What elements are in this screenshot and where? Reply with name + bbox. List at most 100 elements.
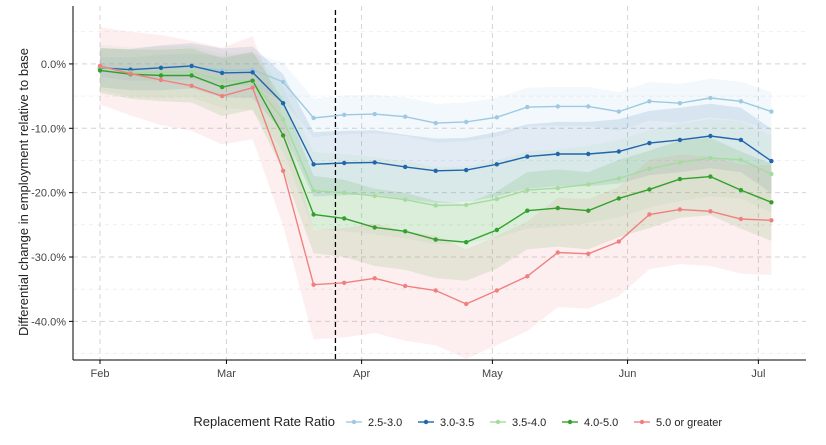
data-point [494, 162, 499, 167]
legend-swatch-point [639, 419, 645, 425]
data-point [372, 276, 377, 281]
data-point [189, 69, 194, 74]
y-tick-label: 0.0% [41, 59, 66, 71]
data-point [586, 104, 591, 109]
data-point [647, 166, 652, 171]
data-point [738, 216, 744, 222]
data-point [311, 115, 316, 121]
data-point [677, 207, 683, 212]
legend-swatch-point [351, 419, 357, 425]
data-point [219, 84, 225, 90]
data-point [311, 188, 316, 193]
data-point [769, 171, 774, 177]
y-tick-labels: 0.0% -10.0% -20.0% -30.0% -40.0% [31, 59, 66, 328]
data-point [647, 212, 652, 217]
data-point [586, 182, 591, 187]
y-tick-label: -10.0% [31, 123, 66, 135]
data-point [555, 205, 560, 211]
confidence-band [100, 43, 772, 203]
data-point [433, 168, 438, 173]
data-point [494, 115, 499, 120]
data-point [555, 185, 560, 191]
legend-label: 4.0-5.0 [584, 417, 618, 429]
data-point [280, 101, 286, 106]
confidence-band [100, 47, 772, 281]
data-point [311, 212, 316, 217]
legend-label: 3.0-3.5 [440, 417, 474, 429]
data-point [189, 83, 194, 89]
data-point [372, 111, 377, 117]
data-point [708, 174, 713, 179]
data-point [311, 162, 316, 167]
data-point [677, 137, 683, 143]
x-tick-label: Apr [353, 368, 370, 380]
x-tick-label: May [482, 368, 503, 380]
data-point [158, 73, 164, 78]
data-point [647, 99, 652, 104]
data-point [464, 240, 469, 245]
data-point [738, 137, 744, 143]
data-point [250, 85, 255, 90]
legend-title: Replacement Rate Ratio [193, 414, 335, 429]
series-points [97, 63, 774, 307]
legend-swatch-point [567, 419, 573, 425]
data-point [555, 151, 560, 157]
data-point [555, 250, 560, 255]
data-point [280, 117, 286, 122]
data-point [372, 160, 377, 165]
data-point [250, 78, 255, 83]
data-point [280, 79, 286, 85]
x-tick-label: Mar [217, 368, 236, 380]
data-point [342, 112, 347, 118]
y-tick-label: -40.0% [31, 316, 66, 328]
confidence-band [100, 27, 772, 359]
data-point [433, 203, 438, 208]
data-point [250, 70, 255, 75]
data-point [586, 151, 591, 157]
data-point [342, 280, 347, 285]
x-tick-label: Jul [751, 368, 765, 380]
data-point [616, 239, 621, 244]
data-point [158, 70, 164, 75]
data-point [769, 109, 774, 114]
data-point [738, 99, 744, 104]
data-point [464, 167, 469, 173]
data-point [403, 197, 408, 202]
legend-label: 2.5-3.0 [368, 417, 402, 429]
data-point [708, 155, 713, 161]
data-point [525, 208, 530, 213]
legend: Replacement Rate Ratio 2.5-3.0 3.0-3.5 3.5… [193, 414, 722, 429]
y-tick-label: -30.0% [31, 252, 66, 264]
data-point [555, 104, 560, 109]
data-point [708, 209, 713, 214]
data-point [494, 196, 499, 202]
data-point [219, 78, 225, 83]
data-point [769, 158, 774, 164]
data-point [647, 187, 652, 192]
y-tick-label: -20.0% [31, 188, 66, 200]
data-point [525, 187, 530, 193]
legend-label: 3.5-4.0 [512, 417, 546, 429]
data-point [494, 227, 499, 233]
data-point [708, 133, 713, 139]
data-point [677, 176, 683, 182]
data-point [433, 288, 438, 293]
data-point [616, 176, 621, 181]
y-axis-label: Differential change in employment relati… [16, 48, 31, 336]
axes [69, 6, 806, 364]
data-point [616, 109, 621, 114]
data-point [769, 218, 774, 223]
data-point [708, 95, 713, 101]
data-point [738, 157, 744, 162]
data-point [219, 70, 225, 76]
data-point [616, 149, 621, 154]
data-point [342, 216, 347, 221]
data-point [342, 190, 347, 195]
data-point [372, 193, 377, 199]
data-point [158, 77, 164, 83]
data-point [189, 63, 194, 69]
legend-swatch-point [423, 419, 429, 425]
data-point [189, 73, 194, 78]
